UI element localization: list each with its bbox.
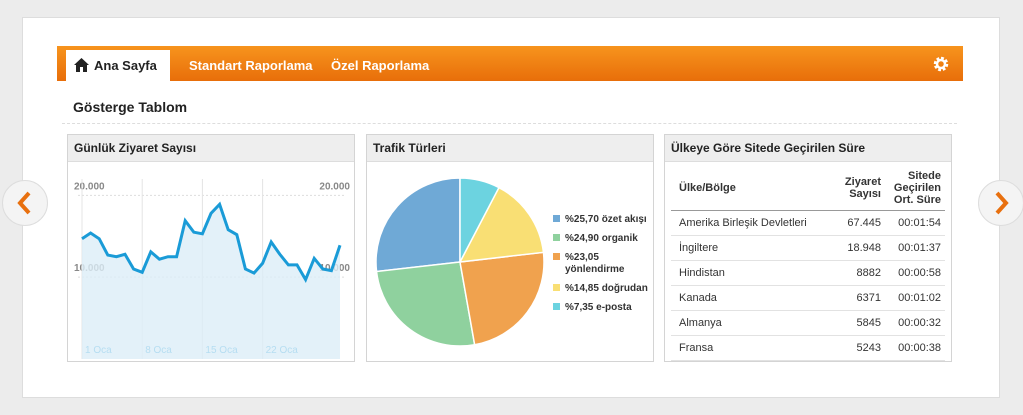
nav-bar: Ana Sayfa Standart Raporlama Özel Raporl… (57, 46, 963, 81)
table-row: İngiltere 18.948 00:01:37 (671, 235, 945, 261)
tab-label: Ana Sayfa (94, 58, 157, 73)
panel-title: Ülkeye Göre Sitede Geçirilen Süre (665, 135, 951, 162)
legend-label: %23,05 (565, 252, 599, 263)
pie-slice (375, 261, 476, 347)
nav-tab-active[interactable]: Ana Sayfa (66, 50, 170, 81)
pie-panel: Trafik Türleri %25,70 özet akışı %24,90 o… (366, 134, 654, 362)
table-row: Kanada 6371 00:01:02 (671, 285, 945, 311)
prev-button[interactable] (2, 180, 48, 226)
table-cell: 00:01:37 (885, 235, 945, 261)
legend-swatch (553, 215, 560, 222)
nav-tab[interactable]: Standart Raporlama (189, 58, 313, 73)
table-cell: 6371 (837, 285, 885, 311)
next-icon (995, 191, 1009, 215)
table: Ülke/Bölge Ziyaret Sayısı Sitede Geçirilen… (671, 166, 945, 361)
column-header: Sitede Geçirilen Ort. Süre (885, 166, 945, 211)
pie-slice (375, 177, 461, 273)
line (81, 201, 342, 284)
pie-slice (459, 251, 545, 346)
table-cell: 8882 (837, 260, 885, 286)
table-cell: 00:00:32 (885, 310, 945, 336)
table-cell: Amerika Birleşik Devletleri (671, 210, 837, 236)
divider (62, 123, 957, 124)
table-cell: 18.948 (837, 235, 885, 261)
table-row: Amerika Birleşik Devletleri 67.445 00:01:5… (671, 210, 945, 236)
table-cell: 00:00:38 (885, 335, 945, 361)
panel-title: Trafik Türleri (367, 135, 653, 162)
table-cell: Hindistan (671, 260, 837, 286)
legend-swatch (553, 234, 560, 241)
legend-label: %25,70 özet akışı (565, 214, 647, 225)
header-row: Ülke/Bölge Ziyaret Sayısı Sitede Geçirilen… (671, 166, 945, 211)
table-cell: 00:01:02 (885, 285, 945, 311)
legend-label: yönlendirme (565, 264, 625, 275)
table-cell: Kanada (671, 285, 837, 311)
table-cell: 5845 (837, 310, 885, 336)
settings-icon[interactable] (933, 56, 949, 72)
line-panel: Günlük Ziyaret Sayısı 10.00010.00020.000… (67, 134, 355, 362)
table-cell: 00:00:58 (885, 260, 945, 286)
next-button[interactable] (978, 180, 1023, 226)
legend-swatch (553, 253, 560, 260)
prev-icon (17, 191, 31, 215)
home-icon (74, 58, 89, 72)
table-row: Almanya 5845 00:00:32 (671, 310, 945, 336)
legend-label: %14,85 doğrudan (565, 283, 648, 294)
legend-swatch (553, 284, 560, 291)
y-tick-label: 20.000 (74, 181, 105, 192)
y-tick-label: 20.000 (319, 181, 350, 192)
legend-swatch (553, 303, 560, 310)
table-cell: 00:01:54 (885, 210, 945, 236)
table-cell: 5243 (837, 335, 885, 361)
table-row: Fransa 5243 00:00:38 (671, 335, 945, 361)
pie-slice (459, 177, 500, 263)
legend-label: %24,90 organik (565, 233, 638, 244)
table-cell: 67.445 (837, 210, 885, 236)
table-row: Hindistan 8882 00:00:58 (671, 260, 945, 286)
pie-chart: %25,70 özet akışı %24,90 organik %23,05yön… (375, 177, 648, 347)
legend-label: %7,35 e-posta (565, 302, 632, 313)
table-cell: İngiltere (671, 235, 837, 261)
nav-tab[interactable]: Özel Raporlama (331, 58, 430, 73)
page-title: Gösterge Tablom (73, 99, 188, 115)
area (82, 204, 340, 359)
column-header: Ülke/Bölge (671, 166, 837, 211)
panel-title: Günlük Ziyaret Sayısı (68, 135, 354, 162)
table-cell: Fransa (671, 335, 837, 361)
table-panel: Ülkeye Göre Sitede Geçirilen Süre Ülke/B… (664, 134, 952, 362)
column-header: Ziyaret Sayısı (837, 166, 885, 211)
table-cell: Almanya (671, 310, 837, 336)
pie-slice (458, 186, 545, 263)
